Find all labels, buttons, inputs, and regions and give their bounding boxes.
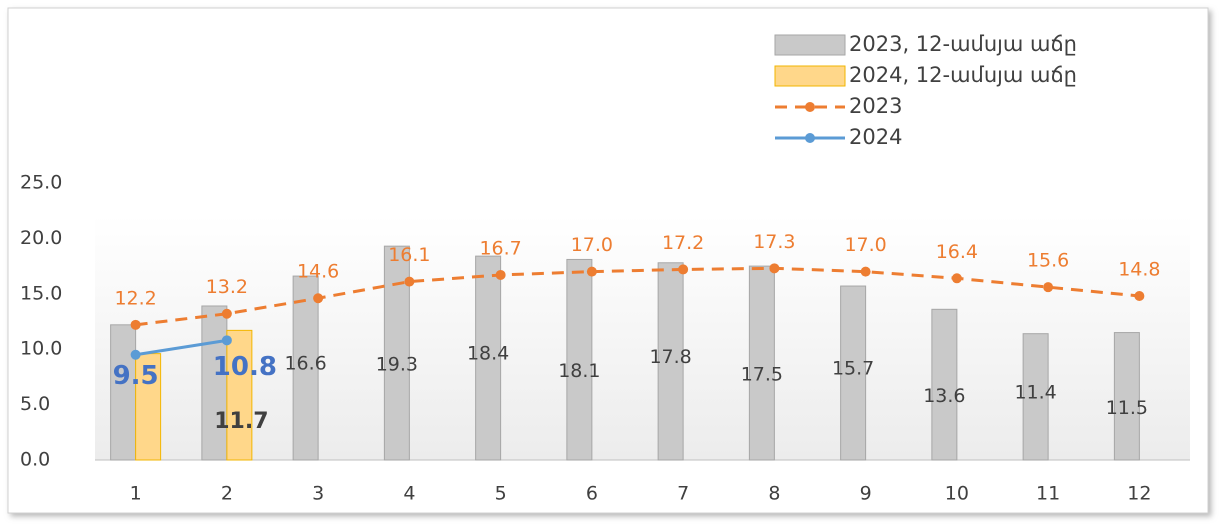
data-label: 15.6 <box>1027 250 1069 272</box>
bar <box>1113 332 1140 461</box>
legend-marker <box>805 102 815 112</box>
legend-label: 2024, 12-ամսյա աճը <box>849 63 1077 87</box>
data-label: 11.4 <box>1014 381 1056 403</box>
data-label: 11.7 <box>214 409 268 434</box>
legend-swatch <box>774 65 846 87</box>
data-label: 16.6 <box>284 353 326 375</box>
line <box>135 266 1140 327</box>
legend-label: 2023, 12-ամսյա աճը <box>849 32 1077 56</box>
data-label: 13.6 <box>923 385 965 407</box>
y-tick-label: 15.0 <box>20 282 62 304</box>
legend-marker <box>805 133 815 143</box>
y-tick-label: 5.0 <box>20 393 50 415</box>
bar <box>475 255 502 461</box>
x-tick-label: 2 <box>221 483 233 505</box>
x-tick-label: 4 <box>403 483 415 505</box>
marker <box>769 263 780 274</box>
marker <box>586 266 597 277</box>
data-label: 15.7 <box>832 358 874 380</box>
bar <box>748 265 775 461</box>
data-label: 14.8 <box>1118 259 1160 281</box>
legend-label: 2024 <box>849 125 902 149</box>
data-label: 13.2 <box>206 276 248 298</box>
data-label: 17.0 <box>571 234 613 256</box>
bar <box>292 275 319 461</box>
line <box>135 338 228 357</box>
data-label: 17.2 <box>662 232 704 254</box>
data-label: 18.1 <box>558 360 600 382</box>
marker <box>313 293 324 304</box>
data-label: 17.0 <box>844 234 886 256</box>
x-tick-label: 8 <box>768 483 780 505</box>
legend-label: 2023 <box>849 94 902 118</box>
bar <box>135 353 162 461</box>
x-tick-label: 7 <box>677 483 689 505</box>
data-label: 18.4 <box>467 343 509 365</box>
data-label: 16.4 <box>936 241 978 263</box>
marker <box>1043 282 1054 293</box>
x-tick-label: 1 <box>130 483 142 505</box>
x-tick-label: 3 <box>312 483 324 505</box>
data-label: 11.5 <box>1106 397 1148 419</box>
bar <box>110 324 137 461</box>
plot-area <box>95 215 1190 460</box>
bar <box>1022 333 1049 461</box>
x-tick-label: 10 <box>945 483 969 505</box>
bar <box>226 329 253 461</box>
y-tick-label: 10.0 <box>20 338 62 360</box>
marker <box>678 264 689 275</box>
x-tick-label: 12 <box>1127 483 1151 505</box>
marker <box>130 319 141 330</box>
x-tick-label: 6 <box>586 483 598 505</box>
marker <box>860 266 871 277</box>
bar <box>840 285 867 461</box>
data-label: 17.5 <box>741 364 783 386</box>
data-label: 12.2 <box>114 287 156 309</box>
y-tick-label: 0.0 <box>20 449 50 471</box>
marker <box>221 335 232 346</box>
marker <box>404 276 415 287</box>
marker <box>1134 291 1145 302</box>
x-tick-label: 11 <box>1036 483 1060 505</box>
marker <box>951 273 962 284</box>
data-label: 19.3 <box>376 354 418 376</box>
bar <box>566 258 593 461</box>
data-label: 17.8 <box>649 346 691 368</box>
marker <box>495 269 506 280</box>
data-label: 16.7 <box>479 237 521 259</box>
bar <box>657 262 684 461</box>
data-label: 17.3 <box>753 231 795 253</box>
y-tick-label: 20.0 <box>20 227 62 249</box>
data-label: 14.6 <box>297 261 339 283</box>
marker <box>130 349 141 360</box>
data-label: 10.8 <box>213 352 277 382</box>
marker <box>221 308 232 319</box>
data-label: 16.1 <box>388 244 430 266</box>
bar <box>931 308 958 461</box>
y-tick-label: 25.0 <box>20 172 62 194</box>
legend-swatch <box>774 34 846 56</box>
x-tick-label: 9 <box>860 483 872 505</box>
data-label: 9.5 <box>113 361 159 391</box>
x-tick-label: 5 <box>495 483 507 505</box>
bar <box>201 305 228 461</box>
